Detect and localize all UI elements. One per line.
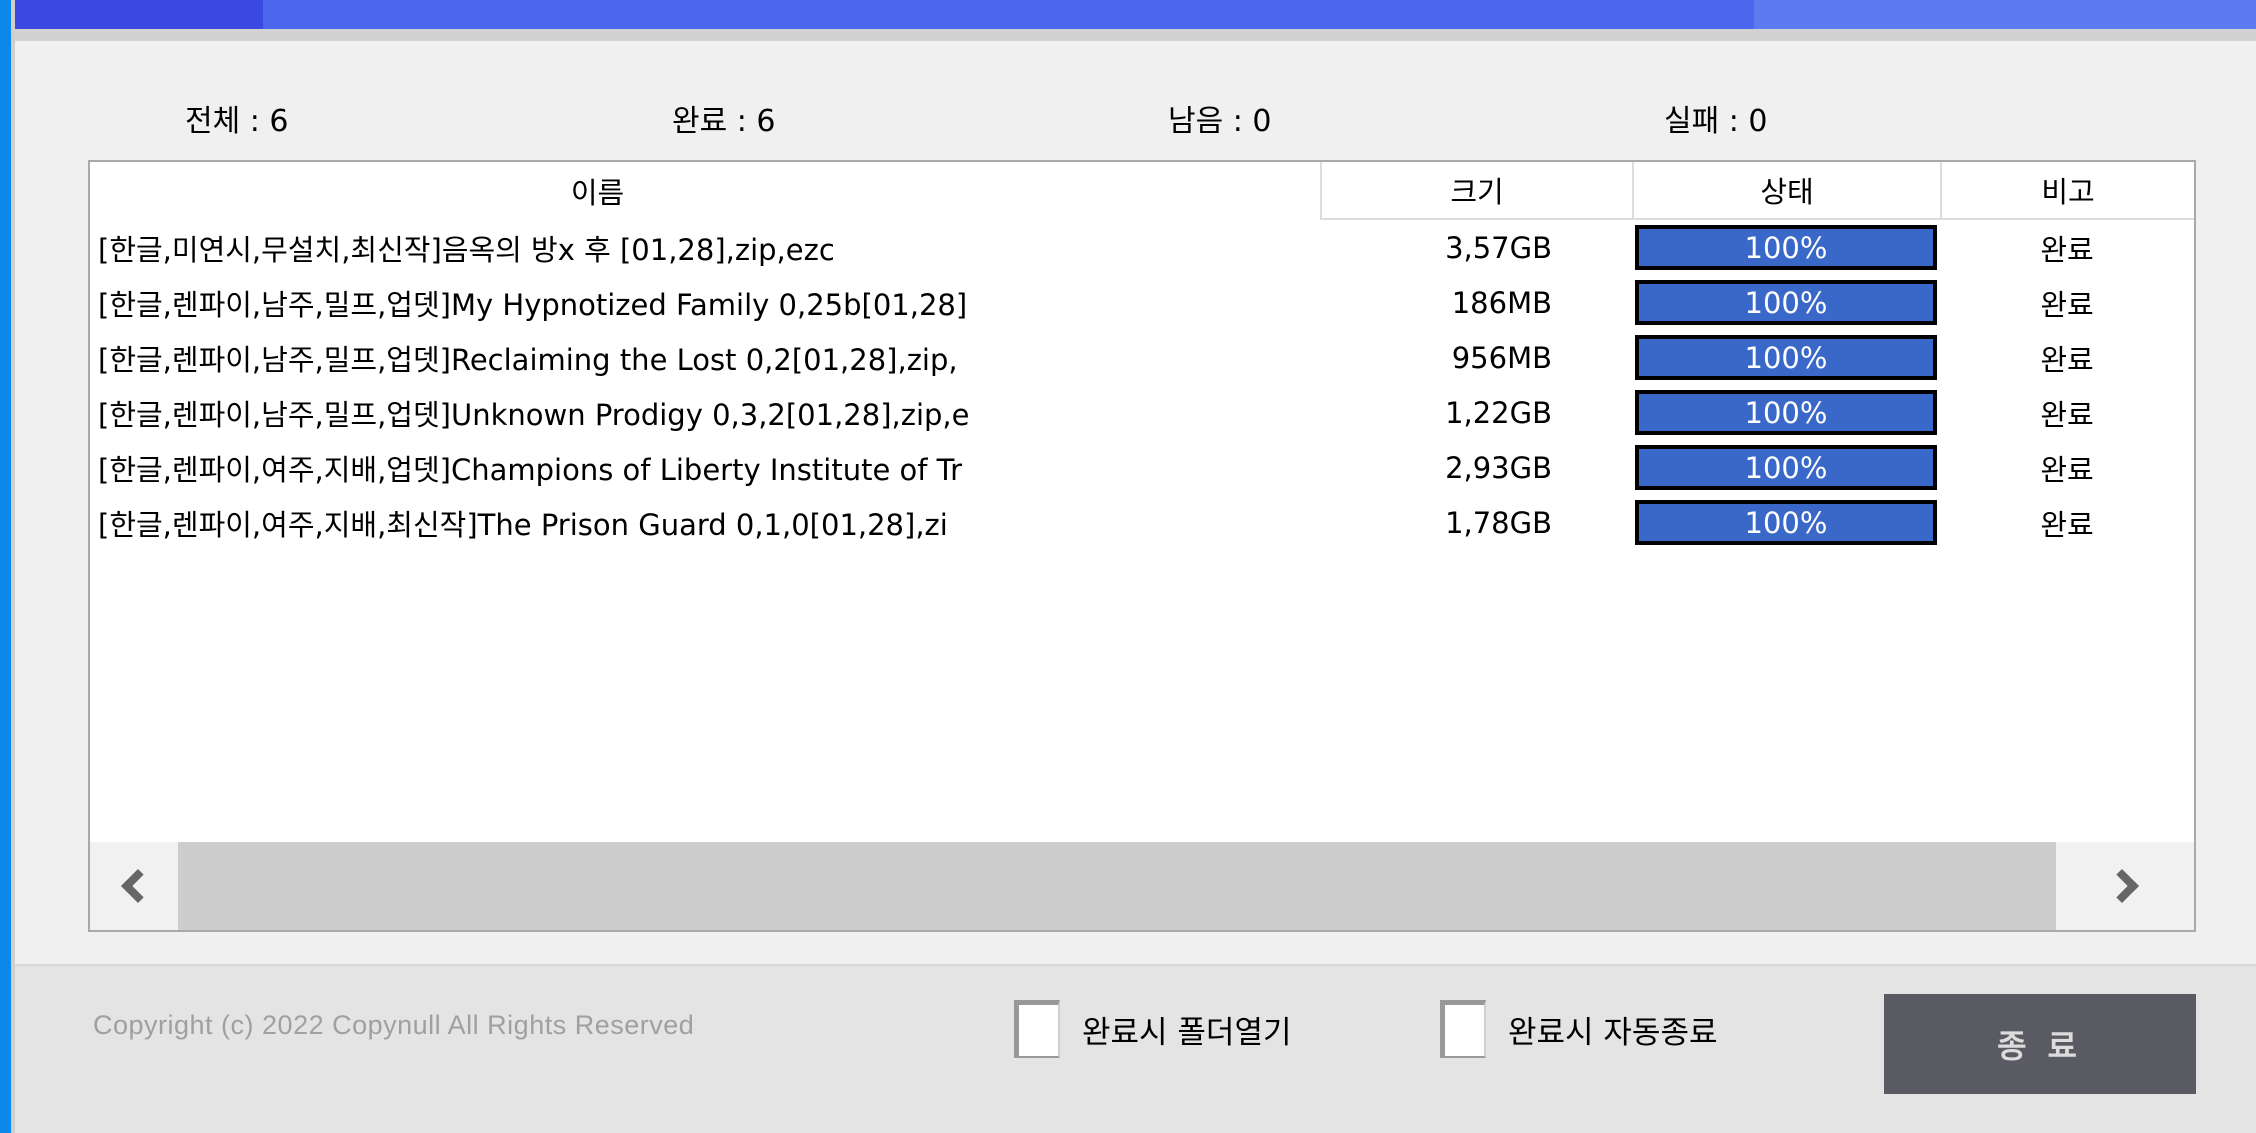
- download-table: 이름 크기 상태 비고 [한글,미연시,무설치,최신작]음옥의 방x 후 [01…: [88, 160, 2196, 932]
- open-folder-checkbox[interactable]: [1014, 1000, 1060, 1058]
- note-cell: 완료: [2040, 342, 2094, 377]
- progress-bar: 100%: [1635, 390, 1937, 435]
- table-row[interactable]: [한글,렌파이,여주,지배,최신작]The Prison Guard 0,1,0…: [90, 495, 2194, 550]
- stat-failed: 실패 : 0: [1664, 104, 1768, 139]
- file-size: 1,78GB: [1445, 505, 1552, 540]
- note-cell: 완료: [2040, 287, 2094, 322]
- file-name: [한글,렌파이,여주,지배,업뎃]Champions of Liberty In…: [98, 452, 963, 487]
- scroll-right-button[interactable]: [2058, 842, 2194, 930]
- status-cell: 100%: [1632, 500, 1940, 545]
- open-folder-label: 완료시 폴더열기: [1082, 1014, 1292, 1051]
- note-cell: 완료: [2040, 507, 2094, 542]
- table-row[interactable]: [한글,렌파이,남주,밀프,업뎃]Unknown Prodigy 0,3,2[0…: [90, 385, 2194, 440]
- status-cell: 100%: [1632, 280, 1940, 325]
- progress-bar: 100%: [1635, 280, 1937, 325]
- note-cell: 완료: [2040, 232, 2094, 267]
- status-cell: 100%: [1632, 390, 1940, 435]
- auto-exit-checkbox[interactable]: [1440, 1000, 1486, 1058]
- file-name: [한글,렌파이,남주,밀프,업뎃]Reclaiming the Lost 0,2…: [98, 342, 958, 377]
- progress-bar: 100%: [1635, 445, 1937, 490]
- table-row[interactable]: [한글,미연시,무설치,최신작]음옥의 방x 후 [01,28],zip,ezc…: [90, 220, 2194, 275]
- file-size: 956MB: [1451, 340, 1552, 375]
- footer-bar: Copyright (c) 2022 Copynull All Rights R…: [0, 964, 2256, 1133]
- window-left-edge: [0, 0, 11, 1133]
- auto-exit-label: 완료시 자동종료: [1508, 1014, 1718, 1051]
- titlebar-segment-light: [1754, 0, 2256, 29]
- progress-label: 100%: [1744, 395, 1828, 430]
- scroll-left-button[interactable]: [90, 842, 178, 930]
- file-size: 2,93GB: [1445, 450, 1552, 485]
- table-row[interactable]: [한글,렌파이,남주,밀프,업뎃]My Hypnotized Family 0,…: [90, 275, 2194, 330]
- status-cell: 100%: [1632, 445, 1940, 490]
- file-size: 3,57GB: [1445, 230, 1552, 265]
- copyright-text: Copyright (c) 2022 Copynull All Rights R…: [93, 1010, 695, 1040]
- titlebar: [0, 0, 2256, 29]
- file-name: [한글,렌파이,여주,지배,최신작]The Prison Guard 0,1,0…: [98, 507, 948, 542]
- progress-bar: 100%: [1635, 500, 1937, 545]
- chevron-right-icon: [2105, 869, 2139, 903]
- note-cell: 완료: [2040, 397, 2094, 432]
- titlebar-segment-dark: [0, 0, 263, 29]
- progress-bar: 100%: [1635, 335, 1937, 380]
- stat-total: 전체 : 6: [185, 104, 289, 139]
- scrollbar-thumb[interactable]: [178, 842, 2056, 930]
- titlebar-segment-mid: [263, 0, 1754, 29]
- note-cell: 완료: [2040, 452, 2094, 487]
- auto-exit-option[interactable]: 완료시 자동종료: [1440, 1000, 1718, 1058]
- column-header-status[interactable]: 상태: [1632, 162, 1940, 220]
- progress-label: 100%: [1744, 505, 1828, 540]
- progress-label: 100%: [1744, 450, 1828, 485]
- column-header-size[interactable]: 크기: [1320, 162, 1632, 220]
- file-name: [한글,미연시,무설치,최신작]음옥의 방x 후 [01,28],zip,ezc: [98, 232, 835, 267]
- status-cell: 100%: [1632, 335, 1940, 380]
- titlebar-underline: [0, 29, 2256, 41]
- chevron-left-icon: [121, 869, 155, 903]
- progress-label: 100%: [1744, 230, 1828, 265]
- progress-label: 100%: [1744, 285, 1828, 320]
- progress-bar: 100%: [1635, 225, 1937, 270]
- column-header-name[interactable]: 이름: [570, 176, 625, 210]
- status-cell: 100%: [1632, 225, 1940, 270]
- table-header: 이름 크기 상태 비고: [90, 162, 2194, 220]
- file-name: [한글,렌파이,남주,밀프,업뎃]Unknown Prodigy 0,3,2[0…: [98, 397, 970, 432]
- stat-completed: 완료 : 6: [672, 104, 776, 139]
- file-name: [한글,렌파이,남주,밀프,업뎃]My Hypnotized Family 0,…: [98, 287, 968, 322]
- column-header-note[interactable]: 비고: [1940, 162, 2194, 220]
- table-row[interactable]: [한글,렌파이,남주,밀프,업뎃]Reclaiming the Lost 0,2…: [90, 330, 2194, 385]
- open-folder-option[interactable]: 완료시 폴더열기: [1014, 1000, 1292, 1058]
- progress-label: 100%: [1744, 340, 1828, 375]
- table-row[interactable]: [한글,렌파이,여주,지배,업뎃]Champions of Liberty In…: [90, 440, 2194, 495]
- stat-remaining: 남음 : 0: [1168, 104, 1272, 139]
- window-left-edge-line: [11, 0, 15, 1133]
- horizontal-scrollbar[interactable]: [90, 842, 2194, 930]
- file-size: 186MB: [1451, 285, 1552, 320]
- file-size: 1,22GB: [1445, 395, 1552, 430]
- exit-button[interactable]: 종 료: [1884, 994, 2196, 1094]
